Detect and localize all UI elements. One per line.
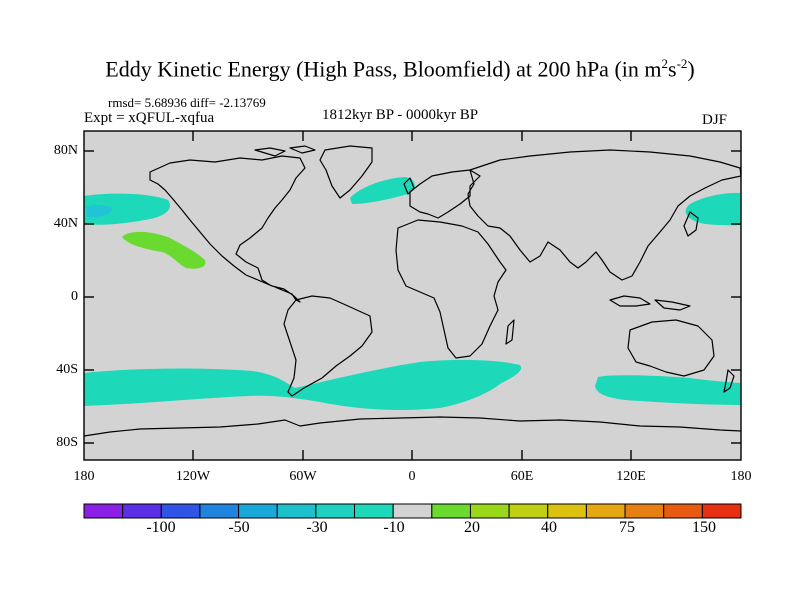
- lon-label-0: 0: [408, 469, 416, 484]
- colorbar-swatch: [238, 503, 278, 519]
- lon-label-60e: 60E: [510, 469, 534, 484]
- colorbar-swatch: [315, 503, 356, 519]
- north-atlantic-negative: [350, 177, 415, 204]
- lon-label-120e: 120E: [616, 469, 646, 484]
- lat-label-80n: 80N: [53, 143, 78, 158]
- colorbar-swatch: [354, 503, 394, 519]
- colorbar-label: 40: [541, 519, 557, 536]
- colorbar-swatch: [701, 503, 742, 519]
- colorbar-label: -100: [146, 519, 176, 536]
- colorbar-label: -30: [306, 519, 328, 536]
- coastlines: [83, 145, 742, 437]
- experiment-label: Expt = xQFUL-xqfua: [84, 110, 215, 126]
- colorbar-swatch: [431, 503, 471, 519]
- colorbar-swatch: [276, 503, 317, 519]
- north-pacific-negative: [84, 193, 170, 225]
- colorbar-label: 75: [619, 519, 635, 536]
- colorbar-label: -10: [383, 519, 405, 536]
- period-label: 1812kyr BP - 0000kyr BP: [322, 107, 479, 123]
- colorbar-swatch: [547, 503, 587, 519]
- stats-text: rmsd= 5.68936 diff= -2.13769: [108, 95, 266, 110]
- colorbar-swatch: [624, 503, 665, 519]
- colorbar-label: 20: [464, 519, 480, 536]
- colorbar-swatch: [469, 503, 510, 519]
- colorbar-swatch: [392, 503, 433, 519]
- colorbar-swatch: [663, 503, 703, 519]
- colorbar-swatch: [199, 503, 240, 519]
- lon-label-180e: 180: [730, 469, 752, 484]
- southern-ocean-negative: [84, 359, 522, 410]
- colorbar-swatch: [122, 503, 162, 519]
- lon-label-60w: 60W: [289, 469, 317, 484]
- indian-ocean-negative: [595, 375, 741, 405]
- colorbar-swatch: [160, 503, 201, 519]
- map-frame: [83, 130, 742, 461]
- colorbar-label: 150: [692, 519, 716, 536]
- lon-label-180w: 180: [73, 469, 95, 484]
- west-pacific-negative: [685, 192, 741, 226]
- lat-label-40n: 40N: [53, 216, 78, 231]
- lon-label-120w: 120W: [175, 469, 211, 484]
- colorbar-label: -50: [228, 519, 250, 536]
- season-label: DJF: [702, 112, 728, 128]
- lat-label-80s: 80S: [56, 435, 78, 450]
- colorbar-swatch: [585, 503, 626, 519]
- colorbar-swatch: [508, 503, 549, 519]
- north-pacific-negative-core: [86, 204, 113, 218]
- lat-label-40s: 40S: [56, 362, 78, 377]
- subtropical-pacific-positive: [122, 231, 206, 269]
- lat-label-0: 0: [71, 289, 78, 304]
- colorbar: [83, 503, 742, 519]
- colorbar-swatch: [83, 503, 124, 519]
- chart-title: Eddy Kinetic Energy (High Pass, Bloomfie…: [105, 56, 695, 82]
